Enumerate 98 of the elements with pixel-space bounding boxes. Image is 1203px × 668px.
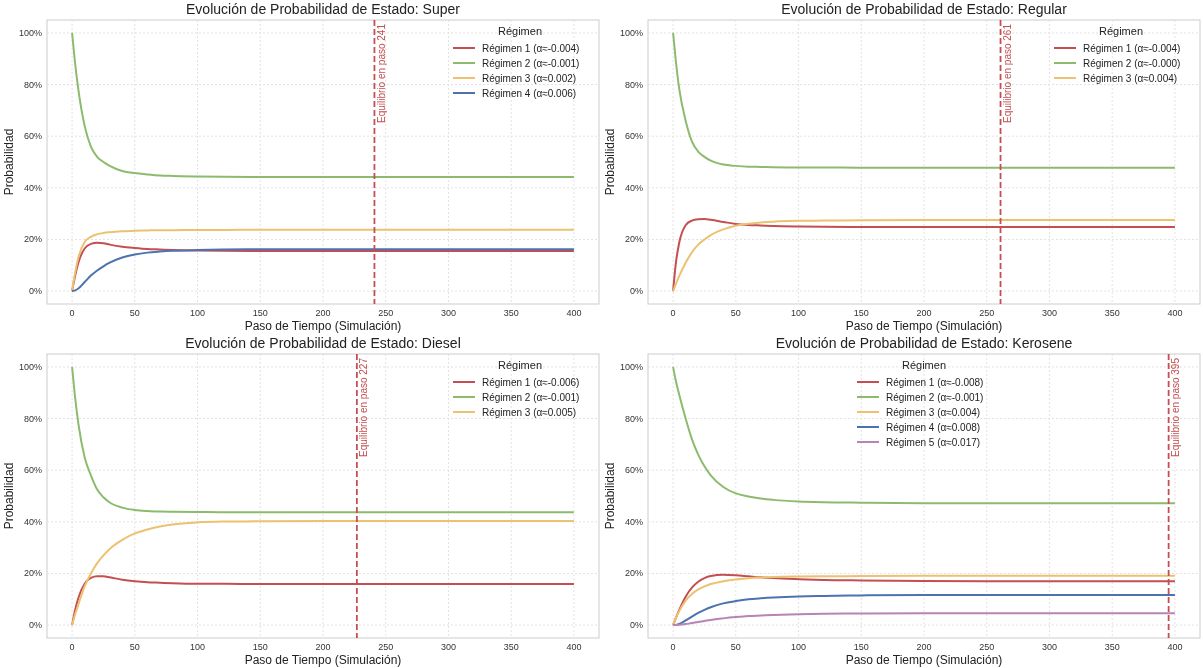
legend-label: Régimen 2 (α≈-0.000) [1083,57,1181,69]
x-axis-title: Paso de Tiempo (Simulación) [244,653,402,667]
legend-label: Régimen 3 (α≈0.004) [1083,72,1178,84]
y-tick-label: 80% [23,79,42,90]
legend-label: Régimen 3 (α≈0.004) [886,406,981,418]
y-tick-label: 40% [23,182,42,193]
ref-line-label: Equilibrio en paso 227 [358,357,370,457]
legend-label: Régimen 1 (α≈-0.006) [482,376,580,388]
legend-title: Régimen [1098,25,1144,37]
y-tick-label: 80% [624,79,643,90]
legend-label: Régimen 4 (α≈0.008) [886,421,981,433]
x-tick-label: 100 [791,308,807,318]
legend-title: Régimen [497,25,543,37]
y-tick-label: 0% [629,286,643,297]
y-tick-label: 20% [23,568,42,579]
x-tick-label: 400 [566,642,582,652]
x-tick-label: 100 [190,642,206,652]
x-tick-label: 250 [979,308,995,318]
x-tick-label: 150 [853,642,869,652]
x-tick-label: 400 [1167,308,1183,318]
x-tick-label: 150 [252,642,268,652]
legend-label: Régimen 1 (α≈-0.004) [482,42,580,54]
y-tick-label: 40% [624,516,643,527]
y-tick-label: 0% [629,620,643,631]
y-axis-title: Probabilidad [603,462,617,530]
chart-title: Evolución de Probabilidad de Estado: Regular [781,1,1068,17]
x-tick-label: 50 [730,308,741,318]
y-tick-label: 100% [18,361,42,372]
x-tick-label: 150 [252,308,268,318]
y-tick-label: 60% [23,465,42,476]
x-tick-label: 350 [1104,308,1120,318]
x-tick-label: 200 [315,308,331,318]
x-axis-title: Paso de Tiempo (Simulación) [845,653,1003,667]
y-tick-label: 80% [23,413,42,424]
x-tick-label: 50 [129,642,140,652]
ref-line-label: Equilibrio en paso 395 [1170,357,1182,457]
y-tick-label: 60% [23,131,42,142]
x-tick-label: 250 [378,308,394,318]
x-tick-label: 400 [566,308,582,318]
y-tick-label: 20% [23,234,42,245]
y-tick-label: 20% [624,568,643,579]
legend-label: Régimen 3 (α≈0.005) [482,406,577,418]
x-tick-label: 350 [503,642,519,652]
y-tick-label: 0% [28,620,42,631]
y-tick-label: 100% [619,361,643,372]
x-tick-label: 0 [670,642,676,652]
legend-label: Régimen 2 (α≈-0.001) [482,391,580,403]
y-tick-label: 60% [624,131,643,142]
chart-title: Evolución de Probabilidad de Estado: Diesel [185,335,461,351]
y-tick-label: 0% [28,286,42,297]
chart-title: Evolución de Probabilidad de Estado: Kerosene [775,335,1073,351]
x-tick-label: 200 [916,642,932,652]
legend-label: Régimen 5 (α≈0.017) [886,436,981,448]
line-series [71,228,575,293]
x-tick-label: 250 [979,642,995,652]
legend-label: Régimen 4 (α≈0.006) [482,87,577,99]
x-tick-label: 300 [1041,642,1057,652]
legend-title: Régimen [901,359,947,371]
x-axis-title: Paso de Tiempo (Simulación) [845,319,1003,333]
x-tick-label: 50 [730,642,741,652]
chart-title: Evolución de Probabilidad de Estado: Super [186,1,461,17]
x-tick-label: 200 [916,308,932,318]
x-tick-label: 300 [440,308,456,318]
y-tick-label: 40% [624,182,643,193]
x-tick-label: 350 [1104,642,1120,652]
y-tick-label: 40% [23,516,42,527]
y-axis-title: Probabilidad [2,462,16,530]
line-series [672,612,1176,627]
y-axis-title: Probabilidad [603,128,617,196]
x-tick-label: 300 [1041,308,1057,318]
ref-line-label: Equilibrio en paso 261 [1002,23,1014,123]
x-tick-label: 50 [129,308,140,318]
x-tick-label: 250 [378,642,394,652]
x-tick-label: 0 [69,642,75,652]
x-tick-label: 0 [69,308,75,318]
x-tick-label: 100 [190,308,206,318]
y-tick-label: 100% [18,27,42,38]
x-tick-label: 300 [440,642,456,652]
legend-label: Régimen 3 (α≈0.002) [482,72,577,84]
legend-label: Régimen 2 (α≈-0.001) [482,57,580,69]
ref-line-label: Equilibrio en paso 241 [375,23,387,123]
x-tick-label: 0 [670,308,676,318]
x-tick-label: 350 [503,308,519,318]
y-tick-label: 20% [624,234,643,245]
legend-title: Régimen [497,359,543,371]
legend-label: Régimen 1 (α≈-0.008) [886,376,984,388]
legend-label: Régimen 1 (α≈-0.004) [1083,42,1181,54]
y-tick-label: 60% [624,465,643,476]
y-tick-label: 80% [624,413,643,424]
x-tick-label: 100 [791,642,807,652]
x-tick-label: 150 [853,308,869,318]
x-tick-label: 200 [315,642,331,652]
y-tick-label: 100% [619,27,643,38]
x-tick-label: 400 [1167,642,1183,652]
line-series [71,520,575,627]
y-axis-title: Probabilidad [2,128,16,196]
legend-label: Régimen 2 (α≈-0.001) [886,391,984,403]
x-axis-title: Paso de Tiempo (Simulación) [244,319,402,333]
